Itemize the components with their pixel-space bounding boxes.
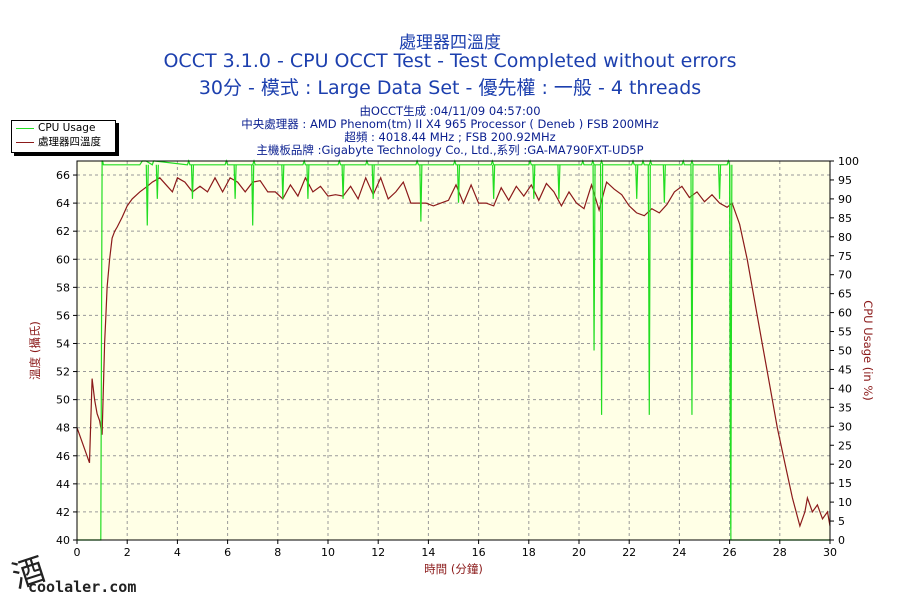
x-tick-label: 0	[74, 546, 81, 559]
watermark-logo: 酒 coolaler.com	[4, 548, 164, 598]
x-tick-label: 22	[622, 546, 636, 559]
info-motherboard: 主機板品牌 :Gigabyte Technology Co., Ltd.,系列 …	[256, 143, 644, 157]
info-overclock: 超頻 : 4018.44 MHz ; FSB 200.92MHz	[344, 130, 556, 144]
y2-tick-label: 35	[838, 401, 852, 414]
cpu-usage-dip	[690, 164, 694, 415]
plot-frame	[76, 160, 831, 541]
cpu-usage-dip	[306, 164, 310, 199]
cpu-usage-dip	[341, 164, 345, 199]
y-tick-label: 66	[56, 169, 70, 182]
cpu-usage-dip	[233, 164, 237, 199]
cpu-usage-dip	[599, 164, 604, 415]
cpu-usage-dip	[717, 164, 722, 199]
x-tick-label: 4	[174, 546, 181, 559]
chart-subtitle: 30分 - 模式 : Large Data Set - 優先權 : 一般 - 4…	[198, 77, 702, 99]
x-tick-label: 12	[371, 546, 385, 559]
y2-tick-label: 80	[838, 231, 852, 244]
y2-tick-label: 70	[838, 269, 852, 282]
y2-tick-label: 50	[838, 345, 852, 358]
y2-tick-label: 75	[838, 250, 852, 263]
x-tick-label: 10	[321, 546, 335, 559]
x-tick-label: 14	[421, 546, 435, 559]
y2-tick-label: 65	[838, 288, 852, 301]
y2-tick-label: 55	[838, 326, 852, 339]
legend-swatch-temperature	[16, 142, 34, 143]
y2-tick-label: 10	[838, 496, 852, 509]
legend-item-cpu-usage: CPU Usage	[12, 121, 115, 135]
cpu-usage-dip	[419, 164, 423, 222]
legend-item-temperature: 處理器四溫度	[12, 135, 115, 149]
y2-tick-label: 95	[838, 174, 852, 187]
info-cpu: 中央處理器 : AMD Phenom(tm) II X4 965 Process…	[241, 117, 659, 131]
chart-legend: CPU Usage 處理器四溫度	[11, 120, 116, 153]
y2-tick-label: 5	[838, 515, 845, 528]
y2-tick-label: 85	[838, 212, 852, 225]
cpu-usage-dip	[662, 164, 666, 203]
cpu-usage-dip	[592, 164, 596, 351]
cpu-usage-dip	[635, 164, 639, 199]
cpu-usage-dip	[190, 164, 195, 199]
x-tick-label: 8	[274, 546, 281, 559]
plot-area	[77, 161, 830, 540]
y-tick-label: 54	[56, 337, 70, 350]
y2-tick-label: 30	[838, 420, 852, 433]
y-tick-label: 56	[56, 309, 70, 322]
cpu-usage-dip	[281, 164, 285, 199]
chart-title-main: OCCT 3.1.0 - CPU OCCT Test - Test Comple…	[163, 50, 737, 72]
cpu-usage-dip	[155, 164, 159, 199]
y2-tick-label: 0	[838, 534, 845, 547]
y-tick-label: 40	[56, 534, 70, 547]
cpu-usage-dip	[251, 164, 255, 226]
x-tick-label: 24	[672, 546, 686, 559]
x-tick-label: 6	[224, 546, 231, 559]
y2-tick-label: 15	[838, 477, 852, 490]
cpu-usage-dip	[647, 164, 651, 415]
y2-tick-label: 100	[838, 155, 859, 168]
x-tick-label: 2	[124, 546, 131, 559]
cpu-usage-dip	[557, 164, 561, 199]
cpu-usage-dip	[456, 164, 461, 203]
y-tick-label: 52	[56, 366, 70, 379]
x-tick-label: 26	[723, 546, 737, 559]
series-line-temperature	[76, 176, 831, 529]
cpu-usage-dip	[532, 164, 536, 199]
y2-tick-label: 60	[838, 307, 852, 320]
y2-tick-label: 90	[838, 193, 852, 206]
y-tick-label: 42	[56, 506, 70, 519]
chart-title-cn: 處理器四溫度	[399, 33, 501, 53]
x-tick-label: 16	[472, 546, 486, 559]
y-tick-label: 64	[56, 197, 70, 210]
x-tick-label: 30	[823, 546, 837, 559]
cpu-usage-dip	[729, 164, 733, 529]
x-tick-label: 20	[572, 546, 586, 559]
x-axis-label: 時間 (分鐘)	[424, 562, 483, 576]
cpu-usage-dip	[145, 164, 149, 226]
watermark-text: coolaler.com	[28, 578, 137, 596]
y-tick-label: 60	[56, 253, 70, 266]
legend-label-cpu-usage: CPU Usage	[38, 122, 96, 134]
y-tick-label: 46	[56, 450, 70, 463]
x-tick-label: 28	[773, 546, 787, 559]
legend-swatch-cpu-usage	[16, 128, 34, 129]
cpu-usage-dip	[492, 164, 496, 199]
y2-tick-label: 40	[838, 382, 852, 395]
y2-tick-label: 45	[838, 363, 852, 376]
x-tick-label: 18	[522, 546, 536, 559]
y-tick-label: 48	[56, 422, 70, 435]
y2-axis-label: CPU Usage (in %)	[861, 300, 875, 401]
legend-label-temperature: 處理器四溫度	[38, 136, 101, 148]
y-tick-label: 44	[56, 478, 70, 491]
y-tick-label: 62	[56, 225, 70, 238]
y2-tick-label: 20	[838, 458, 852, 471]
info-generated: 由OCCT生成 :04/11/09 04:57:00	[359, 104, 541, 118]
y-axis-label: 溫度 (攝氏)	[28, 321, 42, 380]
y-tick-label: 58	[56, 281, 70, 294]
cpu-usage-dip	[371, 164, 375, 199]
y-tick-label: 50	[56, 394, 70, 407]
y2-tick-label: 25	[838, 439, 852, 452]
